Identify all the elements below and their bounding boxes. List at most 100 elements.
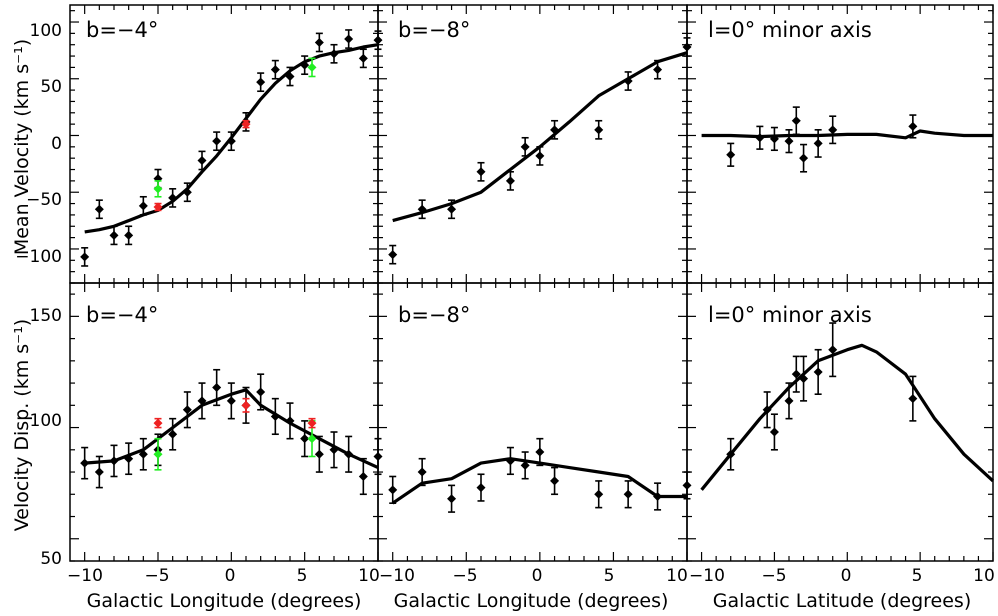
x-tick-label: 10 — [358, 566, 380, 586]
data-point — [799, 153, 809, 163]
x-tick-label: −5 — [452, 566, 477, 586]
data-point — [726, 449, 736, 459]
data-point — [109, 456, 119, 466]
y-tick-label: 100 — [30, 21, 62, 41]
data-point — [307, 418, 317, 428]
data-point — [813, 138, 823, 148]
data-point — [226, 136, 236, 146]
panel-frame — [686, 282, 994, 562]
data-point — [307, 434, 317, 444]
x-axis-title: Galactic Longitude (degrees) — [394, 590, 669, 612]
y-tick-label: 50 — [40, 549, 62, 569]
panel-title: l=0° minor axis — [708, 18, 872, 42]
data-point — [138, 449, 148, 459]
panel-frame — [69, 4, 379, 284]
data-point — [314, 449, 324, 459]
data-point — [94, 467, 104, 477]
data-point — [212, 136, 222, 146]
y-tick-labels-top: −100 −50 0 50 100 — [15, 21, 62, 267]
data-point — [594, 489, 604, 499]
data-point — [799, 374, 809, 384]
x-axis-titles: Galactic Longitude (degrees) Galactic Lo… — [87, 590, 972, 612]
data-point — [520, 460, 530, 470]
y-tick-label: 50 — [40, 77, 62, 97]
y-axis-title-bottom: Velocity Disp. (km s⁻¹) — [11, 319, 33, 531]
panel — [69, 4, 383, 284]
data-point — [623, 489, 633, 499]
data-point — [755, 133, 765, 143]
data-point — [300, 434, 310, 444]
data-point — [550, 476, 560, 486]
model-line — [84, 388, 379, 470]
y-tick-labels-bottom: 50 100 150 — [30, 306, 62, 569]
data-point — [653, 65, 663, 75]
data-point — [197, 396, 207, 406]
x-tick-label: −10 — [67, 566, 103, 586]
data-point — [388, 485, 398, 495]
data-point — [153, 449, 163, 459]
data-point — [535, 151, 545, 161]
data-point — [270, 65, 280, 75]
data-point — [769, 134, 779, 144]
data-point — [828, 345, 838, 355]
x-axis-title: Galactic Latitude (degrees) — [713, 590, 972, 612]
data-point — [168, 429, 178, 439]
data-point — [300, 60, 310, 70]
x-axis-title: Galactic Longitude (degrees) — [87, 590, 362, 612]
panel — [686, 282, 995, 562]
x-tick-label: −10 — [379, 566, 415, 586]
data-point — [226, 396, 236, 406]
data-point — [285, 416, 295, 426]
data-point — [447, 494, 457, 504]
data-point — [256, 77, 266, 87]
data-point — [784, 136, 794, 146]
model-line — [392, 51, 688, 223]
y-tick-label: −50 — [26, 190, 62, 210]
data-point — [447, 204, 457, 214]
data-point — [212, 383, 222, 393]
data-point — [726, 150, 736, 160]
data-point — [270, 411, 280, 421]
data-point — [908, 121, 918, 131]
data-point — [153, 202, 163, 212]
data-point — [241, 119, 251, 129]
panel-title: l=0° minor axis — [708, 303, 872, 327]
data-point — [329, 445, 339, 455]
data-point — [329, 49, 339, 59]
data-point — [791, 116, 801, 126]
panel-title: b=−8° — [398, 303, 470, 327]
data-point — [388, 250, 398, 260]
data-point — [476, 167, 486, 177]
data-point — [535, 447, 545, 457]
x-tick-label: −5 — [144, 566, 169, 586]
y-tick-label: 100 — [30, 411, 62, 431]
model-line — [701, 129, 993, 140]
x-tick-label: 0 — [225, 566, 236, 586]
panel — [377, 4, 692, 284]
data-point — [813, 367, 823, 377]
data-point — [197, 155, 207, 165]
data-point — [476, 483, 486, 493]
data-point — [109, 230, 119, 240]
y-tick-label: 150 — [30, 306, 62, 326]
x-tick-label: 5 — [912, 566, 923, 586]
x-tick-label: 10 — [666, 566, 688, 586]
data-point — [344, 34, 354, 44]
y-axis-titles: Mean Velocity (km s⁻¹) Velocity Disp. (k… — [11, 39, 33, 531]
x-tick-label: 0 — [841, 566, 852, 586]
data-point — [908, 394, 918, 404]
data-point — [417, 204, 427, 214]
x-tick-label: −5 — [761, 566, 786, 586]
data-point — [791, 369, 801, 379]
model-line — [700, 343, 995, 491]
data-point — [80, 252, 90, 262]
data-point — [124, 230, 134, 240]
data-point — [124, 454, 134, 464]
x-tick-label: 5 — [604, 566, 615, 586]
data-point — [505, 176, 515, 186]
data-point — [762, 405, 772, 415]
data-point — [358, 471, 368, 481]
panel-titles: b=−4° b=−8° l=0° minor axis b=−4° b=−8° … — [86, 18, 872, 327]
data-point — [344, 449, 354, 459]
